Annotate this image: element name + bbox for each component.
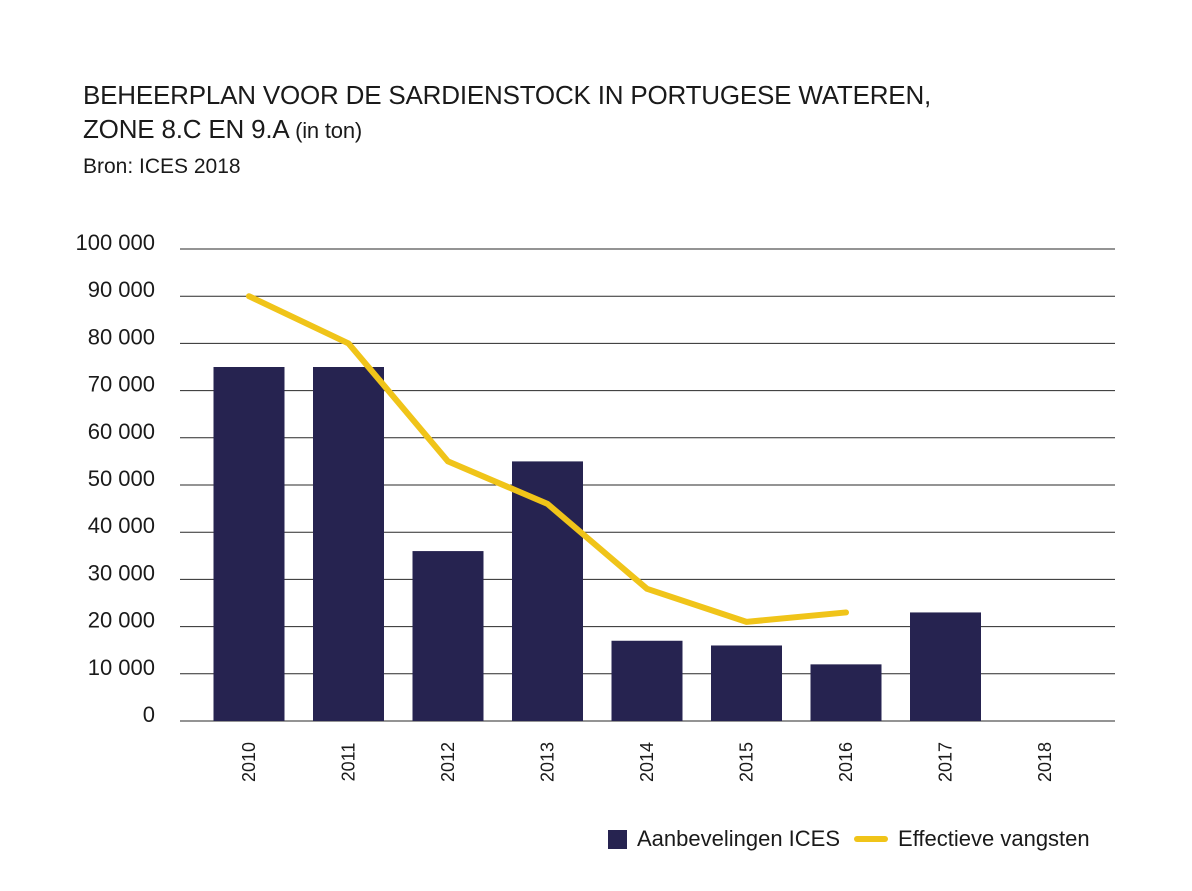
- legend-swatch-bars: [608, 829, 627, 849]
- y-tick-label: 30 000: [88, 560, 155, 585]
- y-tick-label: 20 000: [88, 608, 155, 633]
- x-tick-label-2012: 2012: [438, 742, 458, 782]
- bar-2012: [412, 551, 484, 721]
- line-effectieve-vangsten: [246, 293, 849, 625]
- bar-2016: [810, 664, 882, 721]
- y-tick-label: 40 000: [88, 513, 155, 538]
- y-tick-label: 100 000: [75, 230, 155, 255]
- bar-2015: [711, 645, 782, 721]
- x-tick-label-2014: 2014: [637, 742, 657, 782]
- chart-title-unit: (in ton): [295, 118, 362, 143]
- bar-2013: [512, 461, 583, 721]
- y-tick-label: 10 000: [88, 655, 155, 680]
- legend-swatch-line: [854, 836, 889, 842]
- legend-item-bars: Aanbevelingen ICES: [608, 826, 840, 852]
- legend-item-line: Effectieve vangsten: [854, 826, 1090, 852]
- y-tick-label: 60 000: [88, 419, 155, 444]
- bars-aanbevelingen-ices: [213, 367, 981, 721]
- x-tick-label-2017: 2017: [936, 742, 956, 782]
- x-tick-label-2013: 2013: [538, 742, 558, 782]
- y-tick-label: 50 000: [88, 466, 155, 491]
- x-tick-label-2015: 2015: [737, 742, 757, 782]
- bar-2010: [213, 367, 285, 721]
- chart-header: BEHEERPLAN VOOR DE SARDIENSTOCK IN PORTU…: [83, 78, 931, 182]
- x-tick-label-2016: 2016: [836, 742, 856, 782]
- bar-2011: [313, 367, 384, 721]
- x-tick-label-2011: 2011: [339, 743, 359, 782]
- legend-label-line: Effectieve vangsten: [898, 826, 1090, 851]
- chart-title-line-1: BEHEERPLAN VOOR DE SARDIENSTOCK IN PORTU…: [83, 80, 932, 110]
- x-tick-label-2010: 2010: [239, 742, 259, 782]
- y-tick-label: 90 000: [88, 277, 155, 302]
- x-axis-ticks: 2010 2011 2012 2013 2014 2015 2016 2017 2018: [239, 742, 1055, 782]
- x-tick-label-2018: 2018: [1035, 742, 1055, 782]
- chart-title-line-2: ZONE 8.C EN 9.A (in ton): [83, 112, 931, 148]
- legend-label-bars: Aanbevelingen ICES: [637, 826, 841, 851]
- y-tick-label: 70 000: [88, 372, 155, 397]
- bar-2014: [611, 640, 683, 721]
- chart-source: Bron: ICES 2018: [83, 155, 241, 178]
- chart-title-zone: ZONE 8.C EN 9.A: [83, 114, 289, 144]
- y-tick-label: 80 000: [88, 324, 155, 349]
- y-axis-ticks: 0 10 000 20 000 30 000 40 000 50 000 60 000 70 …: [75, 230, 155, 727]
- bar-2017: [910, 612, 981, 721]
- legend: Aanbevelingen ICES Effectieve vangsten: [608, 826, 1104, 852]
- y-tick-label: 0: [143, 702, 155, 727]
